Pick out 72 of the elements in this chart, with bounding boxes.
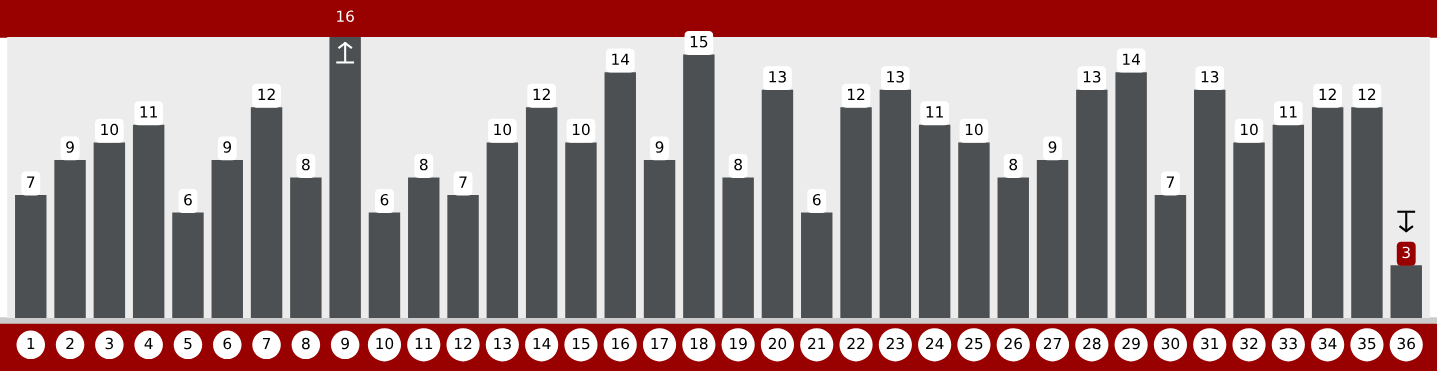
data-label: 12 xyxy=(848,88,865,100)
data-label: 9 xyxy=(66,141,74,153)
x-tick-label: 13 xyxy=(494,337,511,350)
data-label: 12 xyxy=(1358,88,1376,100)
data-label: 14 xyxy=(612,53,630,65)
x-tick-label: 27 xyxy=(1043,337,1061,350)
x-tick-label: 20 xyxy=(768,337,787,350)
data-label: 7 xyxy=(459,176,467,188)
x-tick-label: 32 xyxy=(1240,337,1258,350)
data-label: 9 xyxy=(223,141,232,153)
data-label: 12 xyxy=(533,88,550,100)
x-tick-label: 14 xyxy=(533,337,551,350)
x-tick-label: 26 xyxy=(1004,337,1022,350)
x-tick-label: 19 xyxy=(730,337,747,350)
x-tick-label: 22 xyxy=(847,337,865,350)
x-tick-label: 24 xyxy=(926,337,944,350)
x-tick-label: 11 xyxy=(415,337,433,350)
x-tick-label: 7 xyxy=(262,337,271,350)
data-label: 8 xyxy=(419,158,428,171)
x-tick-label: 35 xyxy=(1358,337,1376,350)
x-tick-label: 1 xyxy=(27,337,35,350)
x-tick-label: 21 xyxy=(808,337,826,350)
x-tick-label: 17 xyxy=(651,337,668,350)
x-tick-label: 12 xyxy=(455,337,472,350)
data-label: 3 xyxy=(1402,246,1410,259)
data-label: 16 xyxy=(337,10,354,22)
data-label: 13 xyxy=(1083,71,1101,83)
data-label: 13 xyxy=(1201,71,1219,83)
x-tick-label: 9 xyxy=(341,337,349,350)
data-label: 8 xyxy=(734,158,742,171)
data-label: 9 xyxy=(655,141,664,153)
x-tick-label: 31 xyxy=(1201,337,1219,350)
data-label: 8 xyxy=(302,158,310,171)
data-label: 10 xyxy=(494,123,512,136)
x-tick-label: 18 xyxy=(690,337,708,350)
data-label: 13 xyxy=(769,71,786,83)
x-tick-label: 16 xyxy=(612,337,630,350)
data-label: 7 xyxy=(1166,176,1174,188)
x-tick-label: 15 xyxy=(572,337,590,350)
data-label: 12 xyxy=(1319,88,1336,100)
data-label: 15 xyxy=(690,36,708,48)
data-label: 11 xyxy=(140,106,157,118)
data-label: 11 xyxy=(1280,106,1297,118)
x-tick-label: 36 xyxy=(1397,337,1415,350)
data-label: 10 xyxy=(572,123,590,136)
x-tick-label: 30 xyxy=(1161,337,1180,350)
data-label: 8 xyxy=(1009,158,1018,171)
data-label: 14 xyxy=(1123,53,1140,65)
x-tick-label: 5 xyxy=(184,337,192,350)
x-tick-label: 4 xyxy=(144,337,153,350)
x-tick-label: 23 xyxy=(886,337,904,350)
data-label: 12 xyxy=(258,88,275,100)
data-label: 11 xyxy=(926,106,943,118)
x-tick-label: 6 xyxy=(223,337,232,350)
x-tick-label: 25 xyxy=(965,337,983,350)
data-label: 6 xyxy=(380,193,389,206)
x-tick-label: 28 xyxy=(1083,337,1101,350)
data-label: 10 xyxy=(1241,123,1258,136)
x-tick-label: 2 xyxy=(66,337,74,350)
data-label: 7 xyxy=(27,176,35,188)
data-label: 10 xyxy=(965,123,983,136)
x-tick-label: 10 xyxy=(376,337,394,350)
x-tick-label: 29 xyxy=(1122,337,1140,350)
x-tick-label: 8 xyxy=(302,337,310,350)
x-tick-label: 33 xyxy=(1279,337,1297,350)
x-tick-label: 3 xyxy=(105,337,113,350)
x-tick-label: 34 xyxy=(1319,337,1337,350)
data-label: 6 xyxy=(184,193,192,206)
data-label: 9 xyxy=(1048,141,1057,153)
data-label: 6 xyxy=(812,193,821,206)
data-label: 10 xyxy=(101,123,119,136)
data-label: 13 xyxy=(887,71,904,83)
